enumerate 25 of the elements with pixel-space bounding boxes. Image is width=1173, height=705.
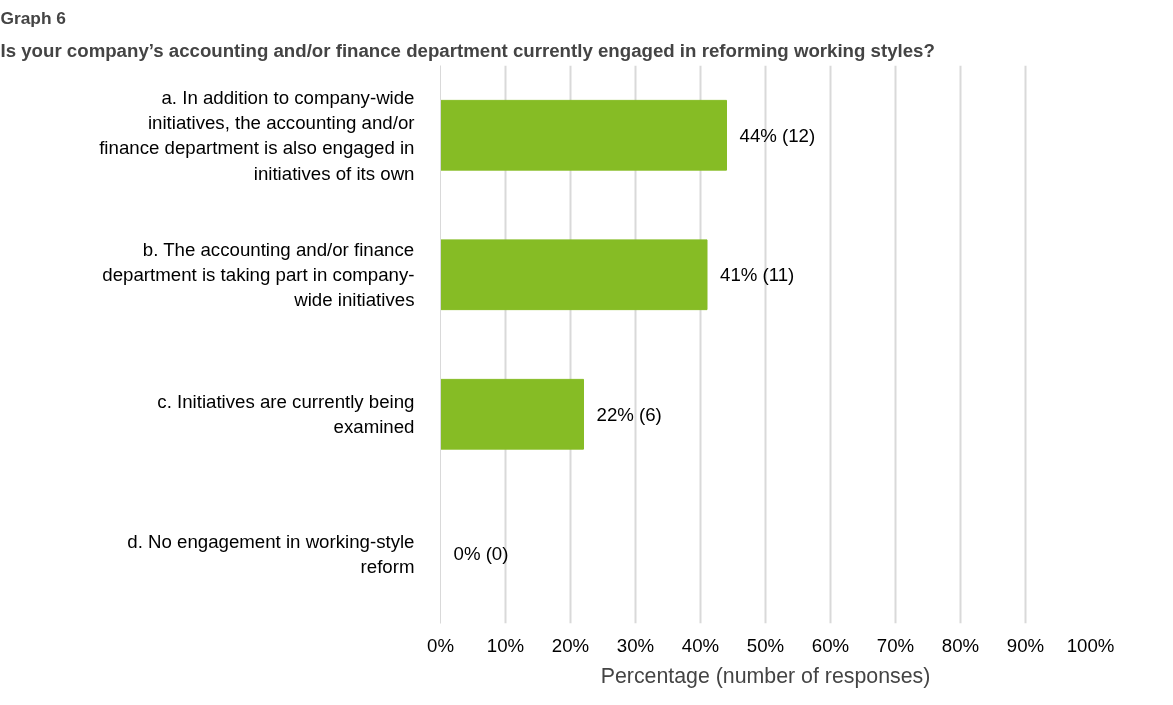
y-tick-label: b. The accounting and/or finance department is taking part in company-wide initiatives	[102, 239, 415, 311]
x-tick-label: 70%	[876, 634, 915, 656]
x-tick-label: 40%	[681, 634, 720, 656]
bar	[440, 378, 584, 450]
x-tick-label: 60%	[811, 634, 850, 656]
x-tick-label: 100%	[1066, 634, 1115, 656]
data-label: 44% (12)	[739, 124, 816, 146]
data-label: 22% (6)	[596, 403, 662, 425]
y-tick-label: a. In addition to company-wide initiatives, the accounting and/or finance department is also engaged in initiatives of its own	[99, 86, 415, 184]
text: Graph 6	[0, 7, 67, 28]
x-tick-label: 90%	[1006, 634, 1045, 656]
x-axis-title: Percentage (number of responses)	[600, 663, 931, 688]
x-tick-label: 80%	[941, 634, 980, 656]
x-tick-label: 30%	[616, 634, 655, 656]
y-tick-label: d. No engagement in working-style reform	[127, 530, 415, 577]
bar	[440, 239, 708, 311]
x-tick-label: 0%	[427, 634, 454, 656]
data-label: 0% (0)	[453, 543, 509, 565]
y-tick-label: c. Initiatives are currently being examined	[157, 391, 415, 438]
x-tick-label: 10%	[486, 634, 525, 656]
x-tick-label: 20%	[551, 634, 590, 656]
chart-subtitle: Is your company’s accounting and/or finance department currently engaged in reforming working styles?	[0, 39, 935, 61]
bar	[440, 99, 727, 171]
x-tick-label: 50%	[746, 634, 785, 656]
data-label: 41% (11)	[720, 264, 795, 286]
